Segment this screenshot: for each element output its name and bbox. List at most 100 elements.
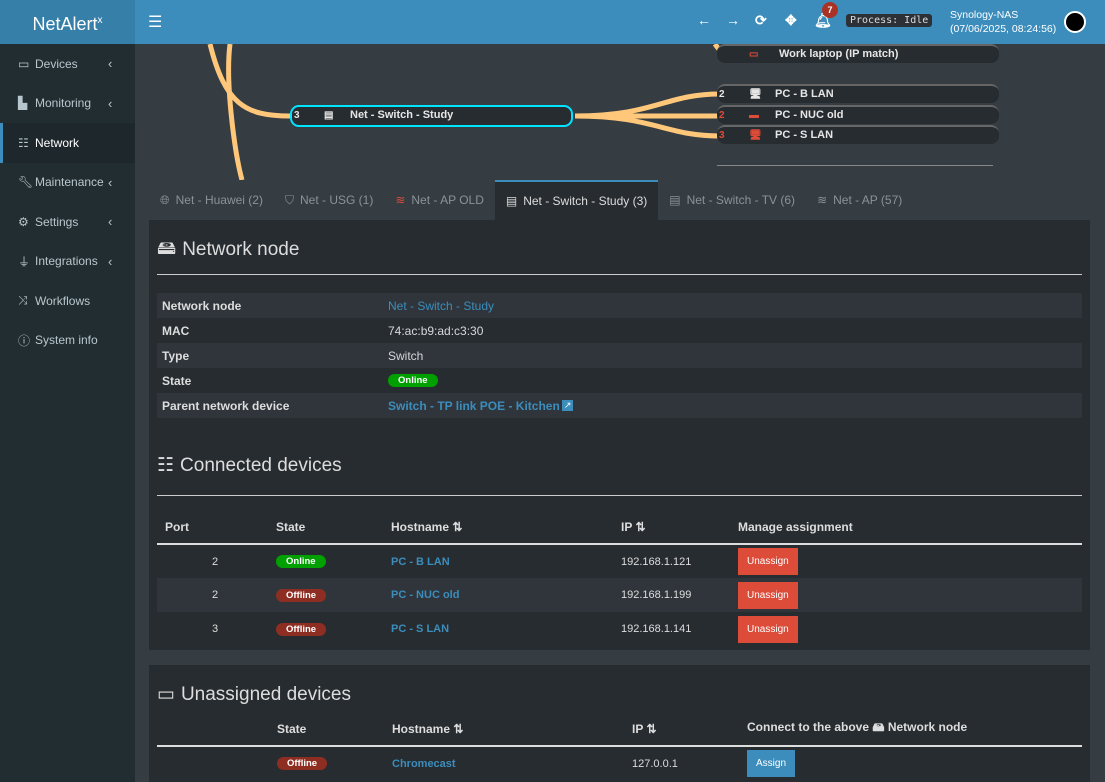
sidebar-item-network[interactable]: ☷ Network	[0, 123, 135, 163]
tab-net-huawei[interactable]: 🌐︎ Net - Huawei (2)	[149, 180, 274, 220]
col-hostname[interactable]: Hostname ⇅	[392, 712, 632, 747]
tab-net-usg[interactable]: ⛉ Net - USG (1)	[274, 180, 384, 220]
status-badge: Online	[388, 374, 438, 387]
cell-ip: 192.168.1.121	[621, 555, 692, 568]
tree-node-label: PC - B LAN	[775, 88, 834, 100]
tree-node-label: Work laptop (IP match)	[779, 48, 899, 60]
network-node-heading: 🖴︎ Network node	[157, 234, 1082, 266]
network-node-panel: 🖴︎ Network node Network node Net - Switch …	[149, 220, 1090, 650]
table-row: Offline Chromecast 127.0.0.1 Assign	[157, 746, 1082, 780]
assign-button[interactable]: Assign	[747, 750, 796, 777]
back-arrow-icon[interactable]: ←	[697, 12, 711, 28]
table-header: Port State Hostname ⇅ IP ⇅ Manage assignment	[157, 510, 1082, 545]
hostname-link[interactable]: PC - NUC old	[391, 589, 460, 601]
sidebar-item-monitoring[interactable]: ▙ Monitoring ‹	[0, 84, 135, 124]
table-row: 2 Online PC - B LAN 192.168.1.121 Unassign	[157, 544, 1082, 578]
sidebar-item-system-info[interactable]: ⓘ System info	[0, 321, 135, 361]
forward-arrow-icon[interactable]: →	[726, 12, 740, 28]
sidebar-item-workflows[interactable]: ⤨ Workflows	[0, 281, 135, 321]
switch-icon: ▤	[505, 194, 518, 208]
section-title: Unassigned devices	[180, 683, 351, 705]
cell-port: 3	[212, 623, 219, 635]
user-avatar[interactable]	[1064, 11, 1086, 33]
top-header: NetAlertx ☰ ← → ⟳ ✥ 🔔︎ 7 Process: Idle S…	[0, 0, 1105, 44]
col-state[interactable]: State	[276, 510, 391, 545]
unassign-button[interactable]: Unassign	[738, 548, 798, 575]
tab-net-switch-tv[interactable]: ▤ Net - Switch - TV (6)	[658, 180, 806, 220]
tree-node[interactable]: 2 🖥︎ PC - B LAN	[717, 84, 999, 103]
info-row-state: State Online	[157, 368, 1082, 393]
wrench-icon: 🔧︎	[18, 175, 34, 190]
unassign-button[interactable]: Unassign	[738, 581, 798, 609]
cell-ip: 192.168.1.141	[621, 623, 692, 635]
col-ip[interactable]: IP ⇅	[632, 712, 747, 747]
chart-icon: ▙	[18, 96, 28, 111]
info-row-type: Type Switch	[157, 343, 1082, 368]
laptop-icon: ▭	[157, 684, 175, 705]
tab-label: Net - AP (57)	[833, 193, 903, 207]
info-row-mac: MAC 74:ac:b9:ad:c3:30	[157, 318, 1082, 343]
col-port[interactable]: Port	[157, 510, 276, 545]
sidebar-item-label: Devices	[35, 56, 78, 71]
server-icon: 🖴︎	[872, 720, 885, 734]
unassign-button[interactable]: Unassign	[738, 615, 798, 643]
tab-label: Net - Switch - TV (6)	[686, 193, 796, 207]
tree-node-label: PC - S LAN	[775, 129, 834, 141]
table-row: 3 Offline PC - S LAN 192.168.1.141 Unassign	[157, 612, 1082, 646]
external-link-icon[interactable]: ↗	[561, 400, 574, 411]
col-label: Hostname	[391, 519, 450, 534]
sidebar-item-integrations[interactable]: ⏚ Integrations ‹	[0, 242, 135, 282]
process-status: Process: Idle	[846, 14, 933, 27]
tab-net-ap-old[interactable]: ≋ Net - AP OLD	[384, 180, 495, 220]
host-datetime: (07/06/2025, 08:24:56)	[950, 23, 1057, 35]
tree-node[interactable]: 3 🖥︎ PC - S LAN	[717, 125, 999, 144]
hostname-link[interactable]: PC - B LAN	[391, 555, 450, 568]
sidebar-item-label: Integrations	[35, 254, 98, 269]
info-key: State	[162, 373, 192, 388]
switch-icon: ▤	[324, 110, 334, 121]
cell-ip: 192.168.1.199	[621, 578, 738, 612]
col-state[interactable]: State	[277, 712, 392, 747]
sidebar-item-devices[interactable]: ▭ Devices ‹	[0, 44, 135, 84]
table-row: 2 Offline PC - NUC old 192.168.1.199 Unassig…	[157, 578, 1082, 612]
sidebar-item-label: Network	[35, 135, 80, 150]
info-key: Type	[162, 348, 190, 363]
sidebar-item-maintenance[interactable]: 🔧︎ Maintenance ‹	[0, 163, 135, 203]
tree-node[interactable]: 2 ▬ PC - NUC old	[717, 105, 999, 124]
tree-node-work-laptop[interactable]: ▭ Work laptop (IP match)	[717, 44, 999, 63]
tree-node-selected[interactable]: 3 ▤ Net - Switch - Study	[290, 105, 573, 127]
logo-text: NetAlert	[32, 14, 98, 34]
cell-ip: 127.0.0.1	[632, 757, 678, 770]
refresh-icon[interactable]: ⟳	[755, 12, 767, 28]
desktop-icon: 🖥︎	[749, 130, 762, 141]
table-header: State Hostname ⇅ IP ⇅ Connect to the above …	[157, 712, 1082, 747]
hostname-link[interactable]: PC - S LAN	[391, 623, 450, 635]
tab-net-switch-study[interactable]: ▤ Net - Switch - Study (3)	[494, 180, 659, 220]
col-label: IP	[621, 519, 633, 534]
tree-links	[207, 44, 736, 180]
sidebar: ▭ Devices ‹ ▙ Monitoring ‹ ☷ Network 🔧︎ Mainte…	[0, 44, 135, 782]
connected-devices-table: Port State Hostname ⇅ IP ⇅ Manage assignment…	[157, 510, 1082, 646]
logo[interactable]: NetAlertx	[0, 0, 135, 44]
tab-net-ap[interactable]: ≋ Net - AP (57)	[806, 180, 913, 220]
tab-label: Net - AP OLD	[411, 193, 484, 207]
parent-device-link[interactable]: Switch - TP link POE - Kitchen	[388, 398, 560, 413]
hostname-link[interactable]: Chromecast	[392, 757, 456, 770]
network-tree[interactable]: ▭ Work laptop (IP match) 3 ▤ Net - Switch -…	[135, 44, 1105, 180]
menu-toggle-icon[interactable]: ☰	[148, 14, 163, 31]
col-hostname[interactable]: Hostname ⇅	[391, 510, 621, 545]
sidebar-item-settings[interactable]: ⚙ Settings ‹	[0, 202, 135, 242]
info-value: 74:ac:b9:ad:c3:30	[388, 323, 484, 338]
col-ip[interactable]: IP ⇅	[621, 510, 738, 545]
network-tabs: 🌐︎ Net - Huawei (2) ⛉ Net - USG (1) ≋ Net -…	[149, 180, 1090, 220]
section-title: Network node	[182, 239, 300, 260]
tree-node-port: 3	[719, 130, 725, 141]
col-label: IP	[632, 721, 644, 736]
desktop-icon: 🖥︎	[749, 89, 762, 100]
tree-node-label: Net - Switch - Study	[350, 109, 454, 121]
info-key: Parent network device	[162, 398, 290, 413]
move-icon[interactable]: ✥	[785, 12, 797, 28]
node-name-link[interactable]: Net - Switch - Study	[388, 298, 495, 313]
col-label: Connect to the above	[747, 720, 870, 734]
cell-port: 2	[157, 578, 276, 612]
